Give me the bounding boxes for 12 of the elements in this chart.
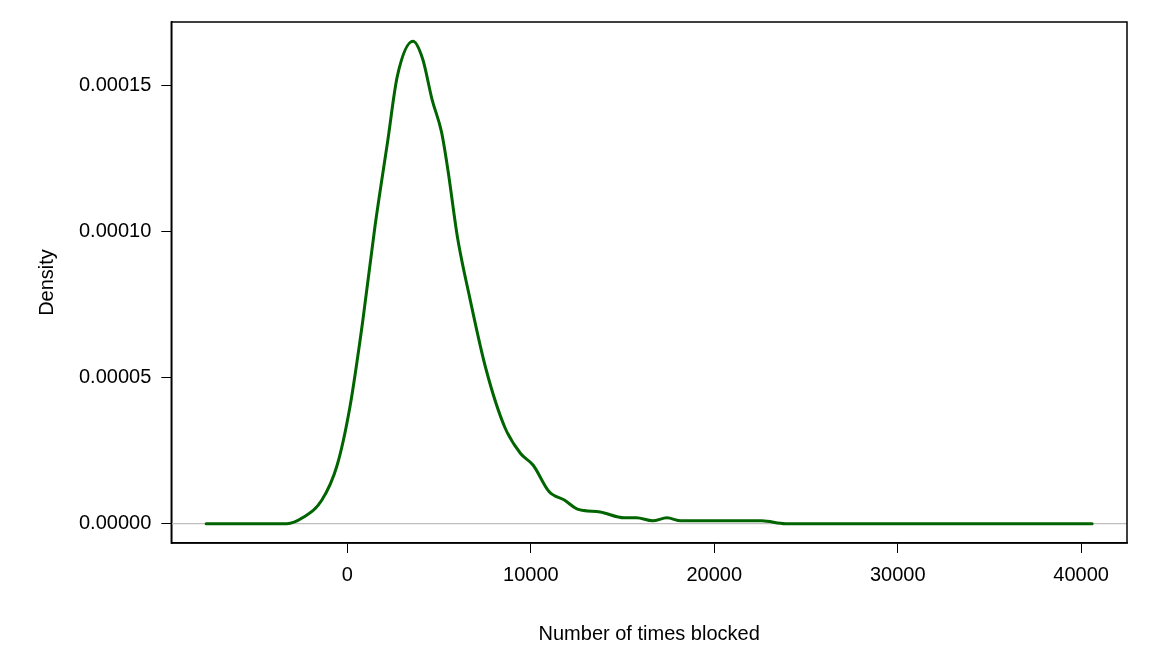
x-tick-label: 30000 bbox=[869, 562, 926, 585]
y-tick-label: 0.00010 bbox=[79, 218, 152, 241]
y-tick-label: 0.00015 bbox=[79, 72, 152, 95]
x-tick-label: 10000 bbox=[503, 562, 559, 585]
x-tick-label: 20000 bbox=[686, 562, 743, 585]
x-axis-title: Number of times blocked bbox=[538, 621, 760, 644]
y-tick-label: 0.00005 bbox=[79, 365, 152, 388]
y-axis-title: Density bbox=[34, 249, 57, 316]
x-tick-label: 40000 bbox=[1053, 562, 1109, 585]
line-series bbox=[204, 39, 1094, 526]
y-tick-label: 0.00000 bbox=[79, 511, 152, 534]
x-tick-label: 0 bbox=[341, 562, 353, 585]
